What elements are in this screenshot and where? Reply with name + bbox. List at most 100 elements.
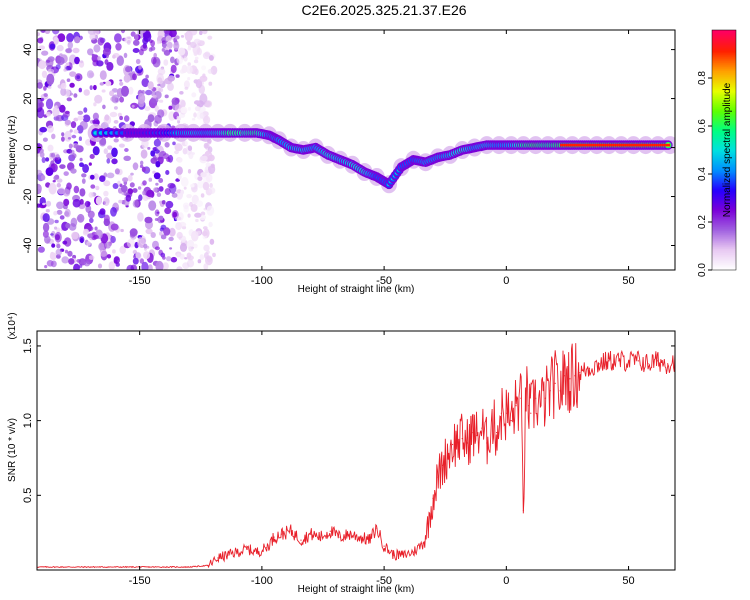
noise-blob [164,207,172,215]
snr-point [466,442,468,444]
noise-blob [41,157,46,163]
colorbar-cell [712,208,736,211]
spectrogram-y-ticks: -40 -20 0 20 40 [22,43,675,253]
noise-blob [168,236,174,242]
noise-blob [61,256,69,264]
noise-blob [193,38,201,44]
noise-blob [63,171,69,177]
noise-blob [158,152,164,157]
noise-blob [208,187,216,195]
y-tick-label: 1.0 [22,413,34,428]
noise-blob [99,250,108,257]
colorbar-cell [712,76,736,79]
noise-blob [158,186,164,192]
spectrogram-x-ticks: -150 -100 -50 0 50 [129,30,635,287]
noise-blob [200,155,208,161]
noise-blob [176,266,183,270]
colorbar-cell [712,126,736,129]
noise-blob [69,82,75,88]
noise-blob [44,30,51,34]
chart-title: C2E6.2025.325.21.37.E26 [301,2,466,18]
colorbar-cell [712,214,736,217]
noise-blob [53,175,57,181]
snr-point [569,378,571,380]
noise-blob [89,32,96,41]
noise-blob [137,236,145,248]
colorbar: 0.0 0.2 0.4 0.6 0.8 Normalized spectral ampl… [697,29,737,277]
noise-blob [87,233,93,238]
noise-blob [162,256,166,260]
colorbar-cell [712,168,736,171]
noise-blob [102,47,111,56]
y-tick-label: 0 [22,144,34,150]
noise-blob [119,81,124,86]
noise-blob [70,149,75,155]
noise-blob [157,77,163,83]
colorbar-frame [711,29,737,271]
noise-blob [158,178,164,183]
noise-blob [132,257,139,265]
colorbar-cell [712,60,736,63]
noise-blob [175,166,183,176]
noise-blob [194,106,201,112]
noise-blob [56,243,61,249]
noise-blob [141,78,150,88]
colorbar-cell [712,104,736,107]
snr-point [667,363,669,365]
noise-blob [56,182,61,188]
noise-blob [42,213,50,223]
noise-blob [120,228,124,233]
noise-blob [199,75,208,82]
noise-blob [82,164,89,173]
noise-blob [42,202,46,206]
noise-blob [123,155,131,161]
noise-blob [203,244,210,252]
colorbar-cell [712,138,736,141]
noise-blob [113,256,121,264]
noise-blob [71,153,77,159]
noise-blob [163,49,171,56]
colorbar-cell [712,188,736,191]
noise-blob [109,90,115,97]
noise-blob [91,53,95,58]
noise-blob [193,59,199,64]
noise-blob [37,143,41,154]
colorbar-cell [712,250,736,253]
colorbar-cell [712,46,736,49]
colorbar-cell [712,178,736,181]
noise-blob [101,89,106,93]
noise-blob [89,217,94,224]
noise-blob [53,36,59,45]
noise-blob [123,52,128,59]
noise-blob [84,200,91,208]
snr-point [647,363,649,365]
noise-blob [204,252,209,259]
snr-point [510,420,512,422]
noise-blob [96,60,104,67]
noise-blob [115,43,122,51]
noise-blob [92,146,100,156]
noise-blob [132,48,140,53]
colorbar-cell [712,238,736,241]
spectrogram-x-label: Height of straight line (km) [298,284,415,295]
noise-blob [79,162,84,167]
colorbar-cell [712,72,736,75]
noise-blob [202,30,208,35]
noise-blob [78,136,82,141]
noise-blob [166,41,173,49]
noise-blob [86,256,90,260]
noise-blob [130,172,134,176]
noise-blob [37,32,40,37]
colorbar-cell [712,116,736,119]
spectrogram-frame [36,29,676,271]
noise-blob [97,56,101,61]
noise-blob [52,106,60,118]
snr-point [207,564,209,567]
noise-blob [49,252,57,260]
noise-blob [73,185,80,194]
noise-blob [39,126,47,133]
noise-blob [175,216,182,221]
noise-blob [171,192,178,198]
snr-point [442,464,444,466]
